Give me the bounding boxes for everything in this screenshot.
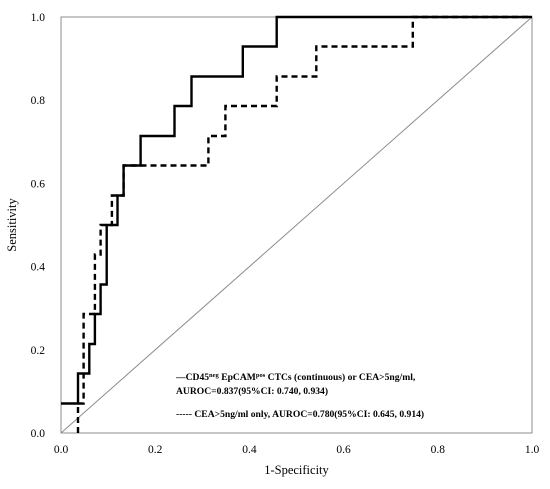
y-tick-label: 0.6 <box>31 178 46 190</box>
legend-solid-suffix: CTCs (continuous) or CEA>5ng/ml, <box>265 372 416 383</box>
series-line-dashed <box>76 15 532 433</box>
legend-solid-prefix: —CD45 <box>175 372 209 383</box>
legend: —CD45neg EpCAMpos CTCs (continuous) or C… <box>175 372 424 421</box>
x-axis-label: 1-Specificity <box>264 463 329 477</box>
x-tick-label: 0.2 <box>148 444 163 456</box>
y-tick-label: 0.2 <box>31 345 46 357</box>
legend-solid-mid: EpCAM <box>219 372 256 383</box>
legend-entry-dashed: ----- CEA>5ng/ml only, AUROC=0.780(95%CI… <box>176 409 424 420</box>
series-line-solid <box>61 15 532 405</box>
legend-entry-solid-line1: —CD45neg EpCAMpos CTCs (continuous) or C… <box>175 372 416 384</box>
x-tick-label: 0.0 <box>54 444 69 456</box>
y-tick-label: 0.4 <box>31 262 46 274</box>
x-tick-label: 1.0 <box>525 444 540 456</box>
legend-solid-sup-pos: pos <box>256 372 266 379</box>
y-tick-labels: 0.0 0.2 0.4 0.6 0.8 1.0 <box>31 12 46 440</box>
x-tick-label: 0.4 <box>242 444 257 456</box>
legend-entry-solid-line2: AUROC=0.837(95%CI: 0.740, 0.934) <box>176 386 328 397</box>
reference-diagonal-line <box>60 16 533 434</box>
y-tick-label: 1.0 <box>31 12 46 24</box>
x-tick-labels: 0.0 0.2 0.4 0.6 0.8 1.0 <box>54 444 540 456</box>
x-tick-label: 0.8 <box>431 444 446 456</box>
y-axis-label: Sensitivity <box>5 198 19 252</box>
y-tick-label: 0.0 <box>31 428 46 440</box>
legend-solid-sup-neg: neg <box>209 372 220 379</box>
y-tick-label: 0.8 <box>31 95 46 107</box>
x-tick-label: 0.6 <box>336 444 351 456</box>
